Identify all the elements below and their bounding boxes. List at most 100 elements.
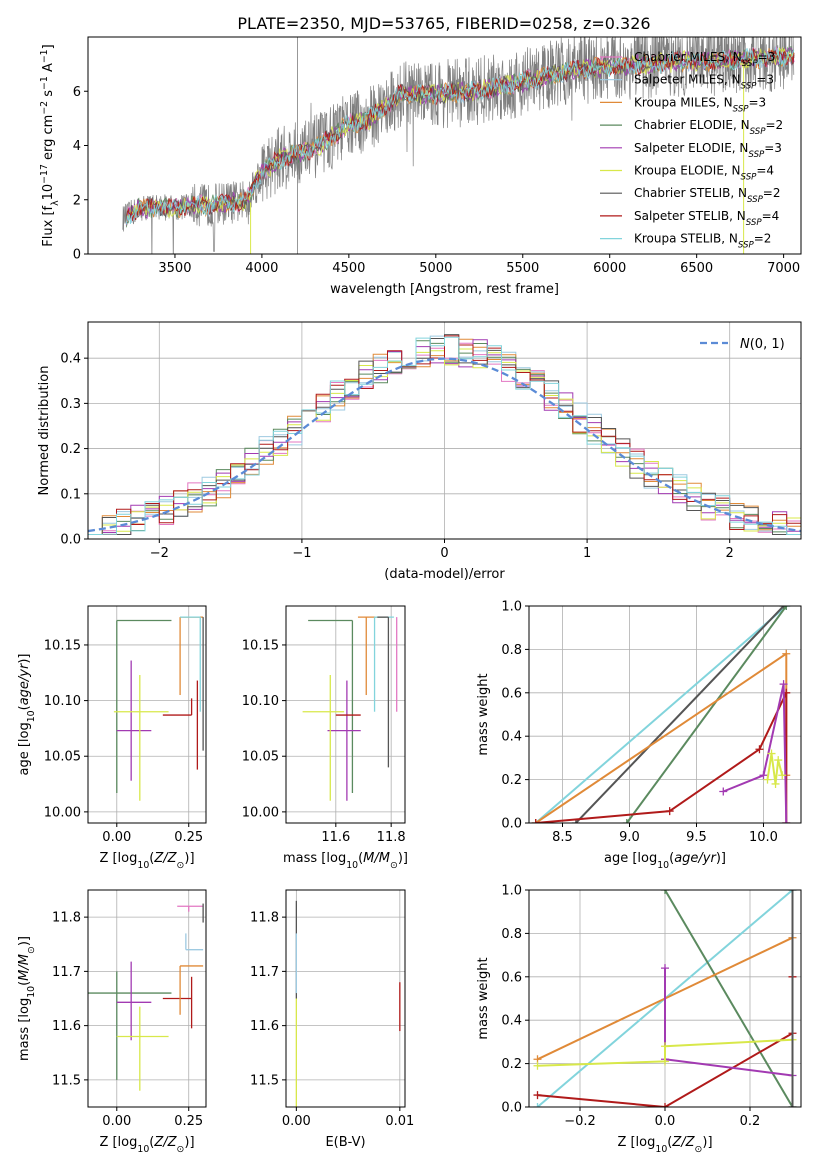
text-part: ( [17, 981, 32, 986]
tick-label-x: 4000 [245, 261, 278, 276]
series-marker [661, 1042, 669, 1051]
series-marker [788, 890, 797, 894]
axes-frame [528, 605, 802, 824]
tick-label-y: 10.05 [242, 750, 279, 765]
y-axis-label: mass weight [476, 957, 491, 1039]
series-line [535, 652, 788, 823]
text-part: Salpeter STELIB, N [634, 209, 746, 223]
plot-area [529, 606, 801, 823]
data-spectrum [122, 37, 795, 254]
text-part: −1 [39, 76, 50, 90]
tick-label-x: 9.0 [619, 830, 640, 845]
legend-label: Kroupa STELIB, NSSP=2 [634, 232, 771, 251]
text-part: Z [log [99, 851, 137, 866]
text-part: =3 [758, 50, 776, 64]
series-marker [774, 756, 783, 765]
text-part: )] [398, 851, 408, 866]
tick-label-y: 0 [73, 248, 81, 263]
text-part: wavelength [Angstrom, rest frame] [330, 282, 559, 297]
text-part: )] [17, 936, 32, 946]
tick-label-y: 0.0 [60, 533, 81, 548]
text-part: M/M [363, 851, 390, 866]
series-marker [622, 819, 631, 823]
tick-label-y: 0.4 [501, 730, 522, 745]
text-part: Z [log [617, 1135, 655, 1150]
series-marker [771, 779, 780, 788]
text-part: mass weight [476, 673, 491, 755]
text-part: ( [149, 851, 154, 866]
plot-area [88, 890, 206, 1107]
series-line [535, 606, 787, 823]
tick-label-y: 10.10 [44, 694, 81, 709]
tick-label-x: 1 [583, 546, 591, 561]
text-part: Z [log [99, 1135, 137, 1150]
text-part: E(B-V) [325, 1135, 365, 1150]
text-part: Kroupa STELIB, N [634, 232, 738, 246]
normal-curve [88, 357, 801, 533]
tick-label-y: 0.2 [60, 442, 81, 457]
text-part: 10 [346, 860, 358, 871]
text-part: erg cm [41, 115, 56, 164]
histogram-step [88, 336, 801, 535]
series-line [537, 1038, 793, 1067]
legend-label: Salpeter MILES, NSSP=3 [634, 73, 774, 92]
tick-label-y: 10.15 [242, 638, 279, 653]
y-axis-label: Flux [fλ10−17 erg cm−2 s−1 A−1] [39, 44, 61, 246]
tick-label-x: 0.0 [655, 1114, 676, 1129]
text-part: ( [667, 1135, 672, 1150]
tick-label-x: 0 [440, 546, 448, 561]
tick-label-x: 11.8 [377, 830, 406, 845]
x-axis-label: Z [log10(Z/Z⊙)] [99, 1135, 194, 1155]
text-part: SSP [738, 241, 755, 251]
text-part: Kroupa MILES, N [634, 95, 733, 109]
series-marker [533, 1103, 542, 1107]
series-marker [531, 819, 540, 823]
text-part: ⊙ [695, 1144, 703, 1155]
tick-label-y: 0.8 [501, 643, 522, 658]
x-axis-label: Z [log10(Z/Z⊙)] [99, 851, 194, 871]
text-part: ( [17, 705, 32, 710]
legend-label: Kroupa ELODIE, NSSP=4 [634, 164, 774, 183]
text-part: SSP [746, 218, 763, 228]
text-part: =3 [756, 73, 774, 87]
tick-label-x: 0.01 [385, 1114, 414, 1129]
tick-label-x: 9.5 [686, 830, 707, 845]
chart-mass_weight_vs_age: 8.5 9.0 9.5 10.0 0.0 0.2 0.4 0.6 0.8 1.0 age [log1… [476, 600, 802, 871]
tick-label-x: 6500 [680, 261, 713, 276]
text-part: 10 [655, 1144, 667, 1155]
series-marker [767, 749, 776, 758]
y-axis-label: age [log10(age/yr)] [17, 653, 37, 775]
text-part: ⊙ [177, 860, 185, 871]
text-part: )] [184, 1135, 194, 1150]
tick-label-x: 3500 [158, 261, 191, 276]
tick-label-y: 0.0 [501, 1101, 522, 1116]
text-part: )] [184, 851, 194, 866]
text-part: Salpeter ELODIE, N [634, 141, 748, 155]
tick-label-y: 0.2 [501, 1057, 522, 1072]
tick-label-y: 0.0 [501, 817, 522, 832]
text-part: SSP [733, 104, 750, 114]
tick-label-y: 11.6 [250, 1019, 279, 1034]
text-part: SSP [741, 82, 758, 92]
legend-label: Salpeter ELODIE, NSSP=3 [634, 141, 782, 160]
text-part: Chabrier ELODIE, N [634, 118, 750, 132]
text-part: ] [41, 44, 56, 49]
text-part: Chabrier STELIB, N [634, 186, 747, 200]
series-marker [782, 606, 791, 610]
axes-frame [87, 889, 207, 1108]
series-marker [533, 1061, 542, 1070]
tick-label-y: 10.00 [44, 805, 81, 820]
text-part: Z/Z [153, 851, 177, 866]
tick-label-y: 0.2 [501, 773, 522, 788]
text-part: =3 [749, 95, 767, 109]
text-part: ⊙ [390, 860, 398, 871]
text-part: =2 [754, 232, 772, 246]
tick-label-y: 1.0 [501, 884, 522, 899]
legend-label: Salpeter STELIB, NSSP=4 [634, 209, 779, 228]
tick-label-x: 2 [726, 546, 734, 561]
series-line [625, 606, 788, 823]
legend-label: N(0, 1) [740, 337, 785, 352]
text-part: Chabrier MILES, N [634, 50, 742, 64]
